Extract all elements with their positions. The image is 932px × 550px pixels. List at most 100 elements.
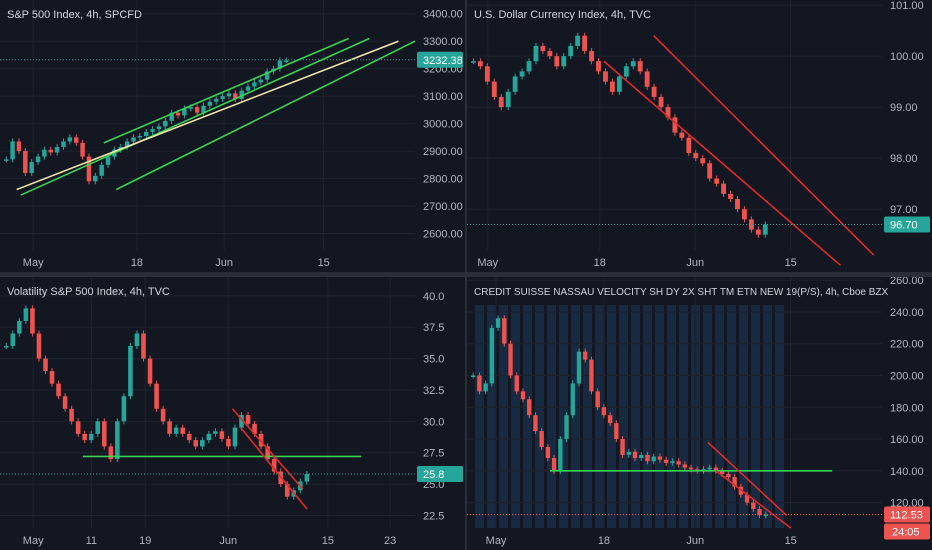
candle: [163, 117, 168, 130]
y-tick-label: 35.0: [423, 354, 444, 366]
candle: [623, 63, 629, 80]
x-tick-label: 11: [86, 535, 97, 547]
candle: [10, 330, 16, 350]
candle-body: [124, 141, 130, 147]
chart-title[interactable]: CREDIT SUISSE NASSAU VELOCITY SH DY 2X S…: [474, 287, 889, 298]
chart-svg[interactable]: 101.00 100.00 99.00 98.00 97.00 96.70 May 18 Jun…: [467, 0, 932, 272]
chart-title[interactable]: Volatility S&P 500 Index, 4h, TVC: [7, 286, 170, 298]
candle: [575, 32, 581, 49]
candle-body: [714, 178, 720, 184]
candle-body: [688, 467, 694, 470]
candle: [88, 430, 94, 444]
session-band: [655, 305, 664, 528]
last-price-value: 96.70: [890, 219, 918, 231]
candle: [665, 104, 671, 121]
trendline-upper[interactable]: [653, 35, 875, 256]
x-axis[interactable]: May 18 Jun 15: [486, 535, 797, 547]
candle-body: [721, 183, 727, 194]
candle: [714, 175, 720, 187]
grid: [0, 0, 415, 250]
chart-title[interactable]: U.S. Dollar Currency Index, 4h, TVC: [474, 9, 651, 21]
candle-body: [630, 61, 636, 67]
candle: [508, 340, 513, 379]
candle-body: [595, 391, 600, 408]
candle: [616, 73, 622, 95]
candle-body: [128, 346, 133, 397]
candle: [258, 430, 264, 450]
candle: [564, 412, 569, 443]
trendline-upper[interactable]: [231, 408, 304, 490]
candle: [670, 458, 675, 466]
trendline-upper[interactable]: [707, 441, 788, 516]
trendline-lower2[interactable]: [115, 40, 416, 191]
candle-body: [23, 308, 29, 321]
candle-body: [182, 108, 187, 116]
candle-body: [62, 396, 68, 409]
trendline-lower[interactable]: [20, 37, 370, 196]
x-tick-label: May: [486, 535, 507, 547]
candle-body: [134, 333, 140, 347]
trendline-lower[interactable]: [240, 427, 308, 510]
candle-body: [582, 35, 588, 52]
trendline-upper[interactable]: [103, 37, 349, 144]
trendline-lower[interactable]: [715, 470, 792, 529]
y-tick-label: 37.5: [423, 322, 444, 334]
candle: [568, 42, 574, 60]
candle: [732, 474, 737, 490]
candle: [762, 221, 768, 238]
candle-body: [672, 117, 678, 133]
chart-title[interactable]: S&P 500 Index, 4h, SPCFD: [7, 9, 142, 21]
candle-body: [252, 82, 257, 87]
candle-body: [589, 51, 594, 62]
y-axis[interactable]: 260.00 240.00 220.00 200.00 180.00 160.00 140.…: [884, 277, 930, 540]
candle: [169, 109, 174, 124]
x-axis[interactable]: May 18 Jun 15: [477, 257, 796, 269]
candle-body: [4, 159, 9, 161]
candle-body: [477, 375, 482, 392]
candle-body: [508, 343, 513, 376]
chart-panel-dxy[interactable]: 101.00 100.00 99.00 98.00 97.00 96.70 May 18 Jun…: [467, 0, 932, 272]
candle-body: [73, 137, 79, 143]
candle: [194, 104, 200, 116]
chart-panel-spx[interactable]: 3400.00 3300.00 3200.00 3100.00 3000.00 2900.…: [0, 0, 465, 272]
candle-body: [188, 107, 193, 109]
candle-body: [80, 142, 85, 157]
candle-body: [526, 61, 532, 72]
y-tick-label: 3400.00: [423, 9, 463, 21]
y-axis[interactable]: 3400.003300.003200.003100.003000.002900.…: [417, 9, 463, 241]
candle: [82, 430, 87, 444]
candle-body: [193, 440, 199, 447]
candle-body: [207, 101, 213, 106]
chart-panel-vix[interactable]: 40.0 37.5 35.0 32.5 30.0 27.5 25.0 22.5 25.8 May 1…: [0, 277, 465, 550]
candle: [137, 132, 143, 141]
chart-svg[interactable]: 3400.003300.003200.003100.003000.002900.…: [0, 0, 465, 272]
trendlines: [603, 35, 875, 266]
chart-svg[interactable]: 260.00 240.00 220.00 200.00 180.00 160.00 140.…: [467, 277, 932, 550]
candle-body: [48, 149, 53, 153]
y-axis[interactable]: 40.0 37.5 35.0 32.5 30.0 27.5 25.0 22.5 25.8: [417, 291, 463, 523]
candle: [576, 348, 582, 387]
candle: [626, 448, 631, 458]
candle: [672, 114, 678, 136]
candle-body: [143, 131, 149, 136]
candle: [491, 78, 497, 100]
candle: [258, 76, 263, 86]
candle-body: [258, 79, 263, 83]
candle-body: [43, 358, 48, 372]
y-axis[interactable]: 101.00 100.00 99.00 98.00 97.00 96.70: [884, 0, 930, 233]
trendline-lower[interactable]: [603, 60, 842, 266]
candle-body: [632, 451, 638, 459]
x-axis[interactable]: May 11 19 Jun 15 23: [23, 535, 396, 547]
candle-body: [304, 474, 310, 482]
x-axis[interactable]: May 18 Jun 15: [23, 257, 330, 269]
trendline-center[interactable]: [16, 40, 399, 191]
candle-body: [239, 90, 244, 99]
candle: [167, 418, 172, 437]
candle: [23, 148, 28, 177]
panel-divider-horizontal[interactable]: [0, 272, 932, 277]
y-tick-label: 25.0: [423, 479, 444, 491]
chart-svg[interactable]: 40.0 37.5 35.0 32.5 30.0 27.5 25.0 22.5 25.8 May 1…: [0, 277, 465, 550]
candle: [686, 134, 692, 157]
candle: [147, 355, 153, 387]
chart-panel-tvix[interactable]: 260.00 240.00 220.00 200.00 180.00 160.00 140.…: [467, 277, 932, 550]
